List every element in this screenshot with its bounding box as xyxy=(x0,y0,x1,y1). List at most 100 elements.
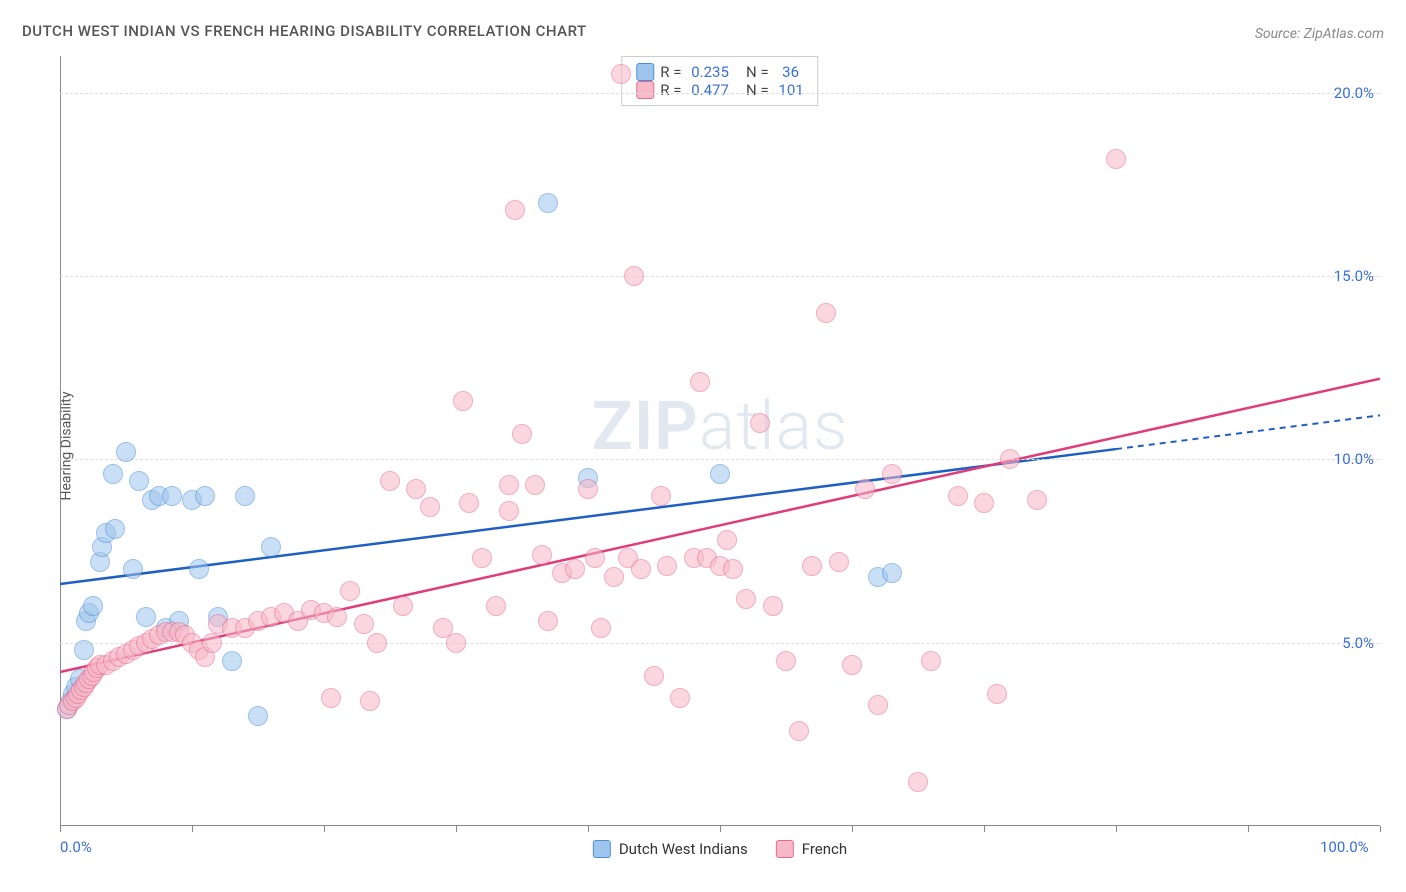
x-tick xyxy=(1380,826,1381,832)
scatter-point xyxy=(162,486,182,506)
scatter-point xyxy=(657,556,677,576)
scatter-point xyxy=(74,640,94,660)
scatter-point xyxy=(459,493,479,513)
x-tick xyxy=(720,826,721,832)
scatter-point xyxy=(842,655,862,675)
scatter-point xyxy=(195,486,215,506)
scatter-point xyxy=(591,618,611,638)
scatter-point xyxy=(525,475,545,495)
chart-title: DUTCH WEST INDIAN VS FRENCH HEARING DISA… xyxy=(22,22,587,40)
scatter-point xyxy=(453,391,473,411)
scatter-point xyxy=(222,651,242,671)
y-tick-label: 20.0% xyxy=(1334,84,1374,102)
scatter-point xyxy=(83,596,103,616)
scatter-point xyxy=(116,442,136,462)
legend-series-item: Dutch West Indians xyxy=(593,840,748,858)
x-tick-label: 100.0% xyxy=(1320,838,1369,856)
scatter-point xyxy=(1000,449,1020,469)
legend-series-item: French xyxy=(776,840,847,858)
scatter-point xyxy=(446,633,466,653)
scatter-point xyxy=(354,614,374,634)
scatter-point xyxy=(129,471,149,491)
scatter-point xyxy=(789,721,809,741)
watermark: ZIPatlas xyxy=(592,386,849,466)
legend-swatch xyxy=(776,840,794,858)
y-tick-label: 15.0% xyxy=(1334,267,1374,285)
scatter-point xyxy=(690,372,710,392)
legend-stat-row: R = 0.235 N = 36 xyxy=(636,63,803,81)
scatter-point xyxy=(710,464,730,484)
scatter-point xyxy=(921,651,941,671)
scatter-point xyxy=(802,556,822,576)
scatter-point xyxy=(604,567,624,587)
scatter-point xyxy=(136,607,156,627)
scatter-point xyxy=(776,651,796,671)
scatter-point xyxy=(189,559,209,579)
legend-stat-row: R = 0.477 N = 101 xyxy=(636,81,803,99)
legend-swatch xyxy=(636,81,654,99)
scatter-point xyxy=(829,552,849,572)
legend-stats: R = 0.235 N = 36R = 0.477 N = 101 xyxy=(621,56,818,106)
scatter-point xyxy=(855,479,875,499)
gridline xyxy=(60,93,1380,94)
scatter-point xyxy=(987,684,1007,704)
y-tick-label: 5.0% xyxy=(1342,634,1374,652)
scatter-point xyxy=(1027,490,1047,510)
scatter-point xyxy=(974,493,994,513)
scatter-point xyxy=(532,545,552,565)
source-credit: Source: ZipAtlas.com xyxy=(1255,26,1384,42)
scatter-point xyxy=(736,589,756,609)
scatter-point xyxy=(505,200,525,220)
x-tick xyxy=(984,826,985,832)
scatter-point xyxy=(499,475,519,495)
scatter-point xyxy=(202,633,222,653)
scatter-point xyxy=(406,479,426,499)
legend-swatch xyxy=(593,840,611,858)
scatter-point xyxy=(1106,149,1126,169)
scatter-point xyxy=(472,548,492,568)
legend-series: Dutch West Indians French xyxy=(593,840,847,858)
scatter-point xyxy=(103,464,123,484)
scatter-point xyxy=(578,479,598,499)
y-tick-label: 10.0% xyxy=(1334,450,1374,468)
x-tick xyxy=(1248,826,1249,832)
legend-swatch xyxy=(636,63,654,81)
scatter-point xyxy=(420,497,440,517)
x-tick xyxy=(852,826,853,832)
scatter-point xyxy=(327,607,347,627)
scatter-point xyxy=(717,530,737,550)
scatter-point xyxy=(631,559,651,579)
scatter-point xyxy=(340,581,360,601)
scatter-point xyxy=(538,611,558,631)
x-tick xyxy=(60,826,61,832)
scatter-point xyxy=(908,772,928,792)
scatter-point xyxy=(644,666,664,686)
scatter-point xyxy=(816,303,836,323)
scatter-point xyxy=(611,64,631,84)
x-tick-label: 0.0% xyxy=(60,838,92,856)
x-tick xyxy=(192,826,193,832)
scatter-point xyxy=(750,413,770,433)
scatter-point xyxy=(105,519,125,539)
scatter-point xyxy=(763,596,783,616)
scatter-point xyxy=(882,464,902,484)
gridline xyxy=(60,459,1380,460)
scatter-point xyxy=(624,266,644,286)
scatter-point xyxy=(367,633,387,653)
gridline xyxy=(60,276,1380,277)
scatter-point xyxy=(248,706,268,726)
scatter-point xyxy=(651,486,671,506)
scatter-point xyxy=(512,424,532,444)
scatter-point xyxy=(882,563,902,583)
gridline xyxy=(60,643,1380,644)
scatter-point xyxy=(585,548,605,568)
scatter-point xyxy=(321,688,341,708)
x-tick xyxy=(588,826,589,832)
x-tick xyxy=(1116,826,1117,832)
scatter-point xyxy=(565,559,585,579)
scatter-point xyxy=(380,471,400,491)
scatter-point xyxy=(123,559,143,579)
x-tick xyxy=(456,826,457,832)
scatter-point xyxy=(360,691,380,711)
scatter-point xyxy=(948,486,968,506)
